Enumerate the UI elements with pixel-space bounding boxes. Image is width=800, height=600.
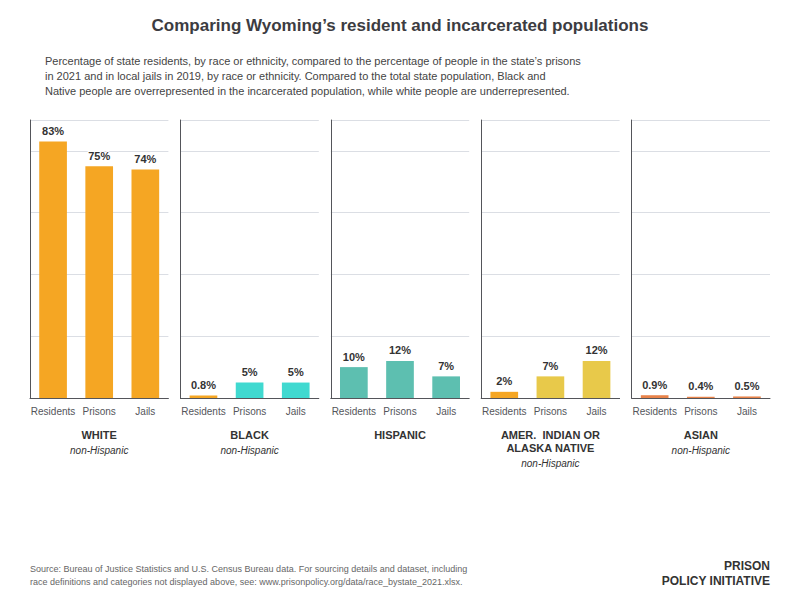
- svg-text:WHITE: WHITE: [81, 429, 116, 441]
- svg-text:2%: 2%: [496, 375, 512, 387]
- svg-text:12%: 12%: [586, 344, 608, 356]
- svg-text:10%: 10%: [343, 351, 365, 363]
- svg-text:Percentage of state residents,: Percentage of state residents, by race o…: [45, 55, 581, 67]
- svg-text:PRISON: PRISON: [724, 559, 770, 573]
- svg-text:Comparing Wyoming’s resident a: Comparing Wyoming’s resident and incarce…: [152, 16, 649, 35]
- svg-text:Prisons: Prisons: [534, 406, 567, 417]
- svg-text:Residents: Residents: [31, 406, 75, 417]
- svg-text:non-Hispanic: non-Hispanic: [220, 445, 278, 456]
- svg-text:Residents: Residents: [482, 406, 526, 417]
- svg-text:Prisons: Prisons: [83, 406, 116, 417]
- svg-text:0.9%: 0.9%: [642, 379, 667, 391]
- svg-text:5%: 5%: [242, 366, 258, 378]
- svg-text:75%: 75%: [88, 150, 110, 162]
- svg-text:0.4%: 0.4%: [688, 380, 713, 392]
- svg-text:Jails: Jails: [286, 406, 306, 417]
- svg-text:HISPANIC: HISPANIC: [374, 429, 426, 441]
- svg-text:AMER. INDIAN OR: AMER. INDIAN OR: [501, 429, 600, 441]
- svg-text:non-Hispanic: non-Hispanic: [521, 458, 579, 469]
- svg-text:Source: Bureau of Justice Stat: Source: Bureau of Justice Statistics and…: [30, 564, 467, 574]
- svg-text:Prisons: Prisons: [233, 406, 266, 417]
- svg-text:7%: 7%: [542, 360, 558, 372]
- svg-text:non-Hispanic: non-Hispanic: [672, 445, 730, 456]
- svg-text:Residents: Residents: [632, 406, 676, 417]
- svg-text:0.5%: 0.5%: [734, 380, 759, 392]
- svg-text:non-Hispanic: non-Hispanic: [70, 445, 128, 456]
- svg-text:Native people are overrepresen: Native people are overrepresented in the…: [45, 85, 570, 97]
- svg-text:Prisons: Prisons: [383, 406, 416, 417]
- svg-text:Jails: Jails: [737, 406, 757, 417]
- svg-text:74%: 74%: [134, 153, 156, 165]
- svg-text:race definitions and categorie: race definitions and categories not disp…: [30, 577, 463, 587]
- svg-text:ALASKA NATIVE: ALASKA NATIVE: [506, 442, 594, 454]
- svg-text:BLACK: BLACK: [230, 429, 269, 441]
- svg-text:POLICY INITIATIVE: POLICY INITIATIVE: [662, 574, 770, 588]
- svg-text:Prisons: Prisons: [684, 406, 717, 417]
- svg-text:83%: 83%: [42, 125, 64, 137]
- svg-text:7%: 7%: [438, 360, 454, 372]
- svg-text:Residents: Residents: [332, 406, 376, 417]
- svg-text:5%: 5%: [288, 366, 304, 378]
- svg-text:0.8%: 0.8%: [191, 379, 216, 391]
- svg-text:Residents: Residents: [181, 406, 225, 417]
- svg-text:Jails: Jails: [135, 406, 155, 417]
- svg-text:Jails: Jails: [587, 406, 607, 417]
- svg-text:12%: 12%: [389, 344, 411, 356]
- svg-text:Jails: Jails: [436, 406, 456, 417]
- svg-text:ASIAN: ASIAN: [684, 429, 718, 441]
- svg-text:in 2021 and in local jails in: in 2021 and in local jails in 2019, by r…: [45, 70, 546, 82]
